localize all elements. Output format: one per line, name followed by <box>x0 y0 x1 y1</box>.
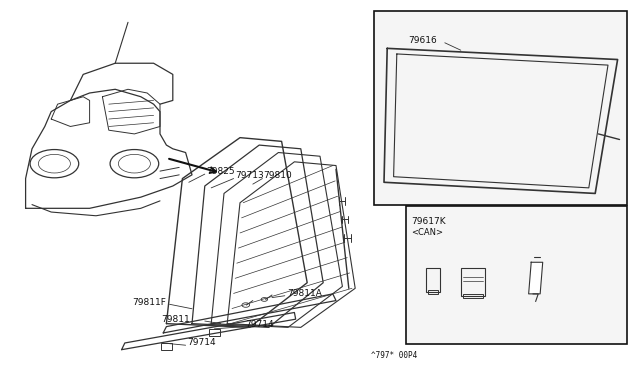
Text: 79810: 79810 <box>264 171 292 180</box>
Text: 79713: 79713 <box>235 171 264 180</box>
Bar <box>209 329 220 336</box>
Polygon shape <box>529 262 543 294</box>
Text: 79617K: 79617K <box>412 217 446 226</box>
Text: ^797* 00P4: ^797* 00P4 <box>371 351 417 360</box>
Bar <box>374 11 627 205</box>
Text: 79811F: 79811F <box>132 298 166 307</box>
Text: 79616: 79616 <box>408 36 437 45</box>
Text: 79825: 79825 <box>206 167 235 176</box>
Bar <box>406 206 627 344</box>
Text: 79811A: 79811A <box>287 289 321 298</box>
Bar <box>426 268 440 292</box>
Bar <box>463 294 483 298</box>
Text: 79714: 79714 <box>245 320 274 329</box>
Bar <box>428 290 438 294</box>
Text: 79714: 79714 <box>188 339 216 347</box>
Bar <box>461 268 485 296</box>
Bar <box>161 343 172 350</box>
Text: <CAN>: <CAN> <box>412 228 444 237</box>
Text: 79811: 79811 <box>161 315 190 324</box>
